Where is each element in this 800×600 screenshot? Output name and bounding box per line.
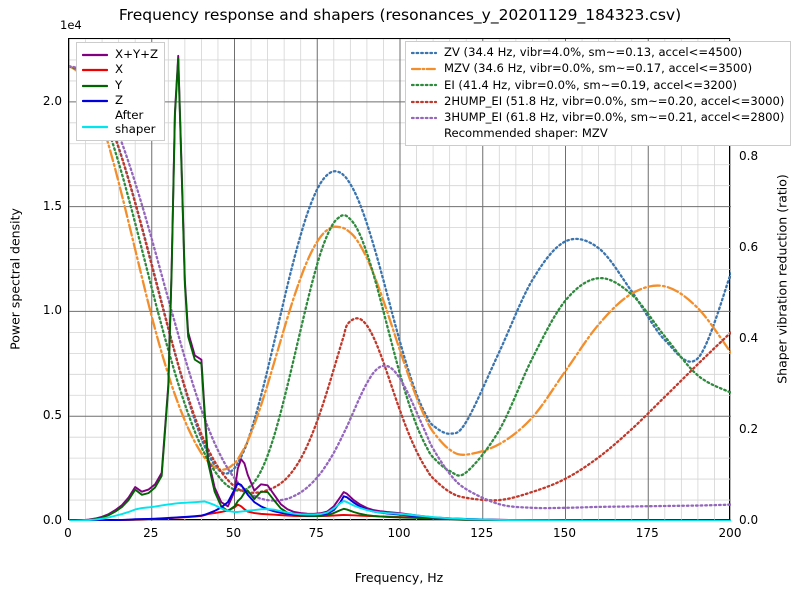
y-tick-label-left: 1.5: [42, 198, 62, 213]
x-tick-label: 50: [225, 526, 242, 540]
y-axis-left-label: Power spectral density: [7, 208, 23, 350]
series-3hump-ei: [69, 65, 731, 510]
x-axis-label: Frequency, Hz: [354, 570, 444, 585]
y-tick-label-left: 1.0: [42, 303, 62, 318]
y-axis-left-label-wrap: Power spectral density: [8, 38, 23, 520]
legend-item-label: Y: [115, 77, 123, 92]
y-tick-label-right: 0.0: [739, 513, 759, 527]
shaper-curves: [69, 65, 731, 510]
x-tick-label: 200: [718, 526, 742, 540]
chart-title: Frequency response and shapers (resonanc…: [118, 6, 682, 24]
x-tick-label: 100: [387, 526, 411, 540]
legend-item-label: Z: [115, 93, 124, 108]
legend-item[interactable]: EI (41.4 Hz, vibr=0.0%, sm~=0.19, accel<…: [411, 77, 784, 93]
legend-item-label: After shaper: [115, 107, 156, 136]
legend-line-sample: [82, 80, 108, 92]
series-after-shaper: [69, 500, 731, 521]
legend-item-label: MZV (34.6 Hz, vibr=0.0%, sm~=0.17, accel…: [444, 61, 753, 76]
y-tick-label-right: 0.4: [739, 331, 759, 346]
legend-line-sample: [411, 63, 437, 75]
legend-item[interactable]: MZV (34.6 Hz, vibr=0.0%, sm~=0.17, accel…: [411, 61, 784, 77]
legend-line-sample: [82, 64, 108, 76]
legend-item[interactable]: X+Y+Z: [82, 47, 158, 63]
series-ei: [69, 65, 731, 492]
plot-area: [68, 38, 731, 521]
psd-curves: [69, 54, 731, 521]
legend-line-sample: [411, 112, 437, 124]
legend-item[interactable]: After shaper: [82, 107, 158, 136]
grid-major: [69, 39, 731, 521]
legend-shapers: ZV (34.4 Hz, vibr=4.0%, sm~=0.13, accel<…: [405, 41, 792, 147]
y-axis-right-label: Shaper vibration reduction (ratio): [774, 174, 790, 384]
y-tick-label-right: 0.6: [739, 240, 759, 255]
series-mzv: [69, 65, 731, 471]
legend-item[interactable]: 3HUMP_EI (61.8 Hz, vibr=0.0%, sm~=0.21, …: [411, 110, 784, 126]
y-tick-label-right: 0.8: [739, 149, 759, 164]
y-tick-label-left: 0.5: [42, 408, 62, 423]
legend-signals: X+Y+Z X Y Z After shaper: [76, 42, 166, 141]
legend-item[interactable]: Z: [82, 94, 158, 110]
y-tick-label-left: 0.0: [42, 513, 62, 527]
legend-item-label: X+Y+Z: [115, 46, 159, 61]
x-tick-label: 175: [635, 526, 659, 540]
legend-item[interactable]: X: [82, 63, 158, 79]
legend-item-label: X: [115, 62, 124, 77]
legend-item-label: EI (41.4 Hz, vibr=0.0%, sm~=0.19, accel<…: [444, 77, 737, 92]
series-2hump-ei: [69, 65, 731, 502]
legend-line-sample: [411, 96, 437, 108]
legend-item-label: 3HUMP_EI (61.8 Hz, vibr=0.0%, sm~=0.21, …: [444, 110, 785, 125]
y-tick-label-right: 0.2: [739, 422, 759, 437]
plot-svg: [69, 39, 731, 521]
x-tick-label: 75: [308, 526, 324, 540]
legend-line-sample: [82, 49, 108, 61]
legend-item-label: 2HUMP_EI (51.8 Hz, vibr=0.0%, sm~=0.20, …: [444, 93, 785, 108]
legend-item-label: ZV (34.4 Hz, vibr=4.0%, sm~=0.13, accel<…: [444, 45, 743, 60]
legend-line-sample: [411, 47, 437, 59]
legend-item[interactable]: ZV (34.4 Hz, vibr=4.0%, sm~=0.13, accel<…: [411, 45, 784, 61]
legend-item[interactable]: 2HUMP_EI (51.8 Hz, vibr=0.0%, sm~=0.20, …: [411, 94, 784, 110]
x-tick-label: 150: [553, 526, 576, 540]
x-tick-label: 0: [64, 526, 72, 540]
y-axis-offset-label: 1e4: [60, 18, 82, 32]
series-y: [69, 57, 731, 521]
recommended-shaper-note: Recommended shaper: MZV: [444, 126, 608, 141]
y-tick-label-left: 2.0: [42, 93, 62, 108]
legend-item[interactable]: Y: [82, 78, 158, 94]
legend-line-sample: [82, 95, 108, 107]
x-tick-label: 125: [470, 526, 494, 540]
x-tick-label: 25: [143, 526, 159, 540]
legend-line-sample: [411, 79, 437, 91]
legend-line-sample: [82, 121, 108, 133]
